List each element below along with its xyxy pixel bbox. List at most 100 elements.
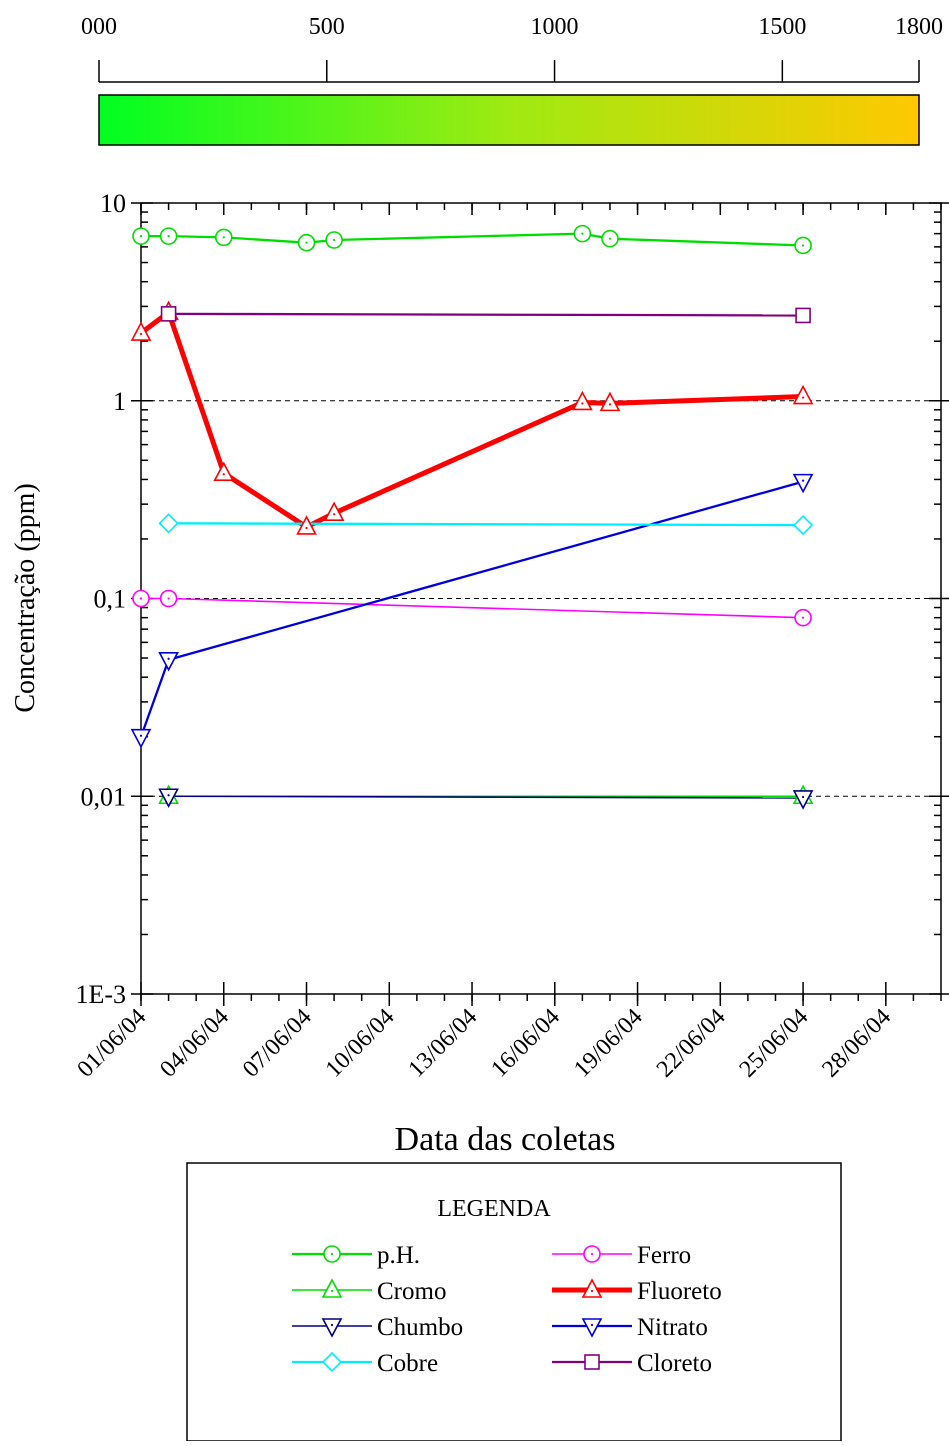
y-tick-label: 0,1 — [94, 585, 127, 614]
x-axis-label: Data das coletas — [395, 1121, 616, 1158]
series-line-p-h — [141, 232, 804, 247]
legend-item-cromo: Cromo — [292, 1278, 446, 1305]
x-tick-label: 22/06/04 — [652, 1004, 731, 1083]
data-point-p-h-dot — [608, 237, 612, 240]
legend: LEGENDA p.H. Ferro Cromo Fluoreto Chumbo Nitr… — [186, 1162, 842, 1442]
scale-bar-tick-label: 1000 — [531, 14, 579, 40]
data-point-fluoreto — [599, 391, 621, 412]
legend-label: Chumbo — [377, 1314, 463, 1341]
x-tick-label: 10/06/04 — [321, 1004, 400, 1083]
legend-items: p.H. Ferro Cromo Fluoreto Chumbo Nitrato Cobre… — [292, 1242, 722, 1377]
data-point-ferro-dot — [167, 597, 170, 600]
x-tick-label: 16/06/04 — [486, 1004, 565, 1083]
legend-label: Nitrato — [637, 1314, 708, 1341]
series-lines — [139, 232, 804, 799]
legend-label: p.H. — [377, 1242, 420, 1269]
data-point-fluoreto-dot — [139, 332, 143, 336]
x-axis: 01/06/04 04/06/04 07/06/04 10/06/04 13/06/04… — [73, 203, 942, 1083]
series-line-chumbo — [168, 795, 804, 799]
x-tick-label: 13/06/04 — [404, 1004, 483, 1083]
legend-swatch-marker — [321, 1318, 343, 1338]
data-point-cloreto — [160, 306, 177, 322]
data-point-p-h-dot — [139, 235, 143, 238]
x-tick-label: 19/06/04 — [569, 1004, 648, 1083]
legend-item-cobre: Cobre — [292, 1350, 438, 1377]
legend-swatch-marker — [321, 1278, 343, 1298]
x-tick-label: 04/06/04 — [155, 1004, 234, 1083]
legend-item-fluoreto: Fluoreto — [552, 1278, 722, 1305]
data-point-fluoreto — [213, 461, 235, 482]
scale-bar-tick-label: 000 — [81, 14, 117, 40]
legend-swatch-marker — [581, 1278, 603, 1298]
data-point-cobre — [792, 514, 814, 536]
data-point-fluoreto — [572, 390, 593, 411]
data-point-nitrato-dot — [167, 657, 170, 660]
data-point-fluoreto-dot — [222, 473, 225, 476]
data-point-fluoreto-dot — [333, 513, 336, 516]
legend-swatch-marker-dot — [590, 1289, 594, 1293]
data-point-nitrato-dot — [801, 479, 805, 482]
data-point-nitrato — [158, 651, 179, 672]
x-tick-label: 07/06/04 — [238, 1004, 317, 1083]
data-point-fluoreto-dot — [305, 526, 308, 530]
scale-bar-gradient — [98, 94, 920, 146]
y-axis-label: Concentração (ppm) — [10, 483, 41, 712]
y-tick-label: 10 — [100, 189, 126, 218]
legend-swatch-marker-dot — [330, 1252, 334, 1256]
legend-item-cloreto: Cloreto — [552, 1350, 712, 1377]
data-point-cobre — [158, 513, 179, 534]
data-point-fluoreto-dot — [581, 402, 584, 405]
legend-label: Cromo — [377, 1278, 446, 1305]
data-point-p-h-dot — [305, 241, 308, 244]
series-line-nitrato — [139, 480, 804, 738]
y-tick-label: 1 — [113, 387, 126, 416]
gridlines — [141, 400, 941, 797]
y-tick-label: 0,01 — [81, 782, 127, 811]
legend-swatch-marker — [581, 1318, 603, 1338]
scale-bar-tick-label: 500 — [309, 14, 345, 40]
data-point-cloreto — [795, 307, 811, 324]
legend-item-p-h: p.H. — [292, 1242, 420, 1269]
data-point-ferro-dot — [801, 616, 805, 619]
legend-title: LEGENDA — [437, 1196, 551, 1222]
legend-swatch-marker — [321, 1351, 343, 1373]
x-tick-label: 01/06/04 — [73, 1004, 152, 1083]
series-line-fluoreto — [139, 309, 804, 530]
y-tick-label: 1E-3 — [75, 980, 126, 1009]
legend-label: Fluoreto — [637, 1278, 722, 1305]
data-point-chumbo — [158, 788, 179, 808]
color-scale-bar: 000 500 1000 1500 1800 — [81, 14, 943, 146]
legend-label: Ferro — [637, 1242, 691, 1269]
data-point-ferro-dot — [139, 597, 143, 600]
legend-item-ferro: Ferro — [552, 1242, 691, 1269]
legend-swatch-marker-dot — [330, 1289, 334, 1293]
x-tick-label: 25/06/04 — [735, 1004, 814, 1083]
data-point-p-h-dot — [167, 235, 170, 238]
data-point-nitrato — [792, 473, 814, 494]
data-point-nitrato-dot — [139, 734, 143, 737]
series-markers — [130, 224, 814, 810]
legend-swatch-marker-dot — [330, 1323, 334, 1327]
series-line-ferro — [141, 597, 804, 619]
data-point-nitrato — [130, 728, 152, 749]
legend-swatch-marker — [584, 1354, 600, 1370]
data-point-fluoreto-dot — [608, 403, 612, 406]
series-line-cloreto — [168, 312, 804, 317]
data-point-fluoreto — [296, 515, 317, 535]
data-point-fluoreto — [130, 321, 152, 341]
data-point-chumbo-dot — [167, 794, 170, 797]
x-tick-label: 28/06/04 — [817, 1004, 896, 1083]
data-point-p-h-dot — [581, 232, 584, 235]
scale-bar-ticks: 000 500 1000 1500 1800 — [81, 14, 943, 82]
legend-swatch-marker-dot — [590, 1323, 594, 1327]
legend-label: Cloreto — [637, 1350, 712, 1377]
data-point-p-h-dot — [333, 238, 336, 242]
data-point-fluoreto — [792, 384, 814, 405]
scale-bar-tick-label: 1800 — [895, 14, 943, 40]
data-point-fluoreto-dot — [801, 396, 805, 399]
legend-box — [186, 1162, 842, 1442]
legend-item-chumbo: Chumbo — [292, 1314, 463, 1341]
legend-item-nitrato: Nitrato — [552, 1314, 708, 1341]
